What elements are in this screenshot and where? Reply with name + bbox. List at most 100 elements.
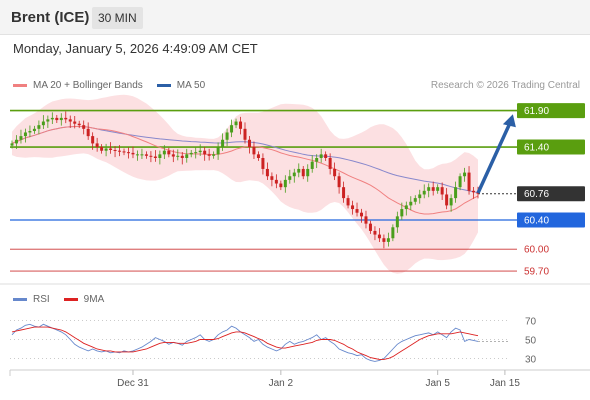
x-tick-label: Jan 2 [269, 378, 294, 389]
candle-body [135, 154, 139, 156]
legend-ma20: MA 20 + Bollinger Bands [13, 80, 143, 91]
candle-body [144, 154, 148, 156]
candle-body [342, 187, 346, 199]
candle-body [364, 216, 368, 224]
candle-body [131, 152, 135, 155]
candle-body [86, 128, 90, 137]
candle-body [377, 234, 381, 239]
rsi-tick-label: 30 [525, 355, 537, 366]
legend-ma50-label: MA 50 [176, 80, 206, 91]
level-tag-current [517, 186, 585, 202]
candle-body [77, 123, 81, 126]
legend-rsi-label: RSI [33, 294, 50, 305]
candle-body [171, 154, 175, 157]
candle-body [418, 194, 422, 199]
candle-body [391, 227, 395, 239]
candle-body [256, 154, 260, 158]
candle-body [73, 121, 77, 124]
candle-body [127, 152, 130, 154]
price-legend: MA 20 + Bollinger Bands MA 50 [13, 80, 219, 91]
level-tag-support [517, 212, 585, 228]
x-tick-label: Dec 31 [117, 378, 149, 389]
candle-body [400, 209, 404, 217]
candle-body [203, 150, 207, 155]
rsi-line [11, 323, 479, 362]
candle-body [270, 176, 274, 180]
candle-body [167, 150, 171, 155]
level-tag-resistance [517, 103, 585, 119]
candle-body [82, 125, 86, 129]
candle-body [463, 172, 467, 177]
candle-body [472, 190, 476, 193]
x-tick-label: Jan 15 [490, 378, 520, 389]
candle-body [104, 148, 108, 151]
candle-body [37, 125, 41, 129]
candles-group [10, 111, 480, 249]
candle-body [14, 139, 18, 144]
rsi-swatch-icon [13, 298, 27, 301]
candle-body [189, 152, 193, 155]
candle-body [55, 117, 59, 121]
legend-9ma-label: 9MA [83, 294, 105, 305]
candle-body [91, 136, 95, 144]
forecast-arrow-shaft [476, 122, 512, 194]
candle-body [337, 176, 341, 188]
candle-body [301, 168, 305, 177]
candle-body [239, 121, 243, 129]
candle-body [315, 158, 319, 162]
candle-body [404, 205, 408, 210]
candle-body [310, 161, 314, 169]
candle-body [216, 147, 220, 155]
candle-body [207, 154, 211, 156]
x-tick-label: Jan 5 [425, 378, 450, 389]
candle-body [118, 150, 122, 152]
candle-body [140, 154, 144, 156]
candle-body [427, 187, 431, 191]
level-label-current: 60.76 [524, 189, 549, 200]
candle-body [10, 143, 14, 146]
candle-body [46, 119, 50, 122]
candle-body [153, 156, 157, 158]
candle-body [185, 154, 189, 158]
candle-body [368, 223, 372, 231]
level-label-target: 60.00 [524, 245, 549, 256]
candle-body [194, 152, 198, 154]
candle-body [413, 198, 417, 202]
rsi-legend: RSI 9MA [13, 294, 118, 305]
timeframe-button[interactable]: 30 MIN [92, 7, 143, 29]
candle-body [180, 155, 184, 158]
candle-body [198, 150, 202, 153]
candle-body [458, 176, 462, 188]
candle-body [212, 154, 216, 156]
rsi-ma-line [11, 326, 479, 360]
candle-body [440, 187, 444, 195]
candle-body [230, 125, 234, 133]
candle-body [100, 147, 104, 151]
candle-body [41, 121, 45, 126]
candle-body [431, 187, 435, 191]
candle-body [122, 151, 126, 153]
candle-body [149, 155, 153, 157]
candle-body [274, 179, 278, 184]
candle-body [328, 158, 332, 169]
candle-body [288, 176, 292, 180]
candle-body [351, 205, 355, 210]
candle-body [162, 150, 166, 155]
ma50-swatch-icon [156, 84, 171, 87]
legend-ma50: MA 50 [156, 80, 206, 91]
candle-body [355, 209, 359, 213]
candle-body [422, 190, 426, 195]
candle-body [50, 117, 54, 120]
copyright-text: Research © 2026 Trading Central [430, 80, 580, 91]
candle-body [28, 131, 32, 133]
candle-body [279, 183, 283, 188]
candle-body [176, 155, 180, 157]
candle-body [261, 158, 265, 169]
candle-body [382, 238, 386, 242]
bollinger-band [12, 94, 478, 274]
ma20-line [11, 126, 479, 215]
candle-body [19, 136, 23, 140]
legend-ma20-label: MA 20 + Bollinger Bands [33, 80, 143, 91]
candle-body [454, 187, 458, 199]
